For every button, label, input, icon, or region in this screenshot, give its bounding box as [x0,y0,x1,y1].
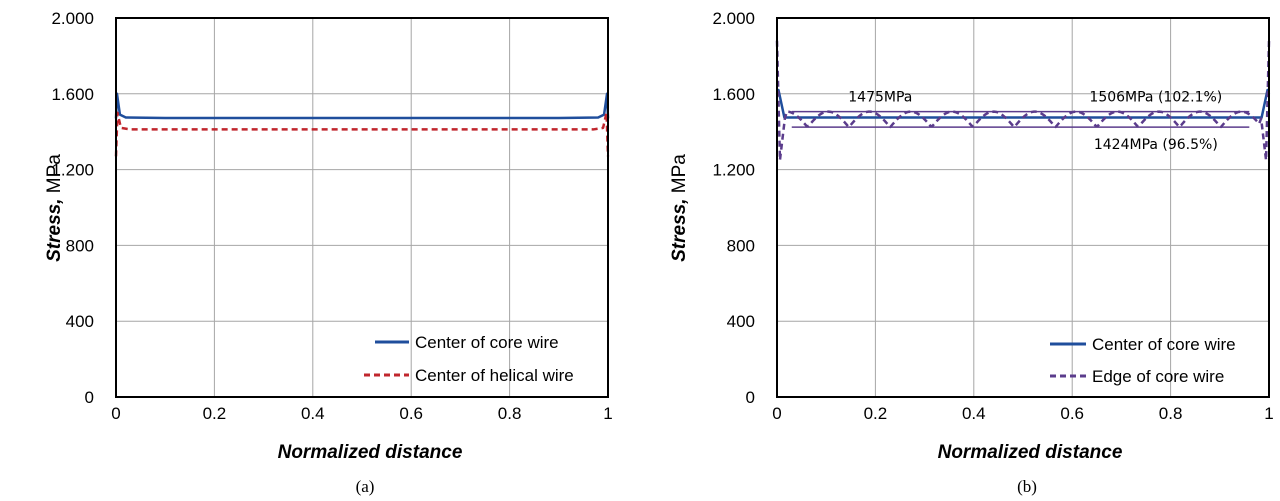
plot-frame-b [776,17,1270,398]
x-tick-label: 0 [111,404,120,423]
y-tick-label: 1.200 [712,161,755,180]
y-tick-label: 800 [66,236,94,255]
legend-label-a-0: Center of core wire [415,333,559,352]
y-tick-label: 400 [727,312,755,331]
y-tick-label: 1.200 [51,161,94,180]
caption-b: (b) [1017,477,1037,496]
y-tick-label: 2.000 [51,9,94,28]
ylabel-a: Stress, MPa [44,154,65,262]
chart-a: 0 0.2 0.4 0.6 0.8 1 0 400 800 1.200 1.600 2.000 Str… [44,9,613,496]
annotation-label: 1475MPa [848,89,912,105]
grid-b [777,18,1269,397]
y-tick-label: 0 [85,388,94,407]
legend-b: Center of core wire Edge of core wire [1050,335,1236,386]
x-tick-label: 0 [772,404,781,423]
x-tick-label: 0.4 [962,404,986,423]
x-tick-label: 0.6 [399,404,423,423]
caption-a: (a) [356,477,375,496]
chart-b: 1475MPa 1506MPa (102.1%) 1424MPa (96.5%) 0… [669,9,1274,496]
x-tick-label: 0.2 [864,404,888,423]
ylabel-b: Stress, MPa [669,154,690,262]
y-tick-label: 1.600 [51,85,94,104]
y-tick-label: 400 [66,312,94,331]
annotation-label: 1424MPa (96.5%) [1094,137,1218,153]
x-tick-label: 0.2 [203,404,227,423]
ticks-a: 0 0.2 0.4 0.6 0.8 1 0 400 800 1.200 1.600 2.000 [51,9,612,423]
legend-a: Center of core wire Center of helical wi… [364,333,574,385]
y-tick-label: 800 [727,236,755,255]
annotation-label: 1506MPa (102.1%) [1089,89,1222,105]
legend-label-b-0: Center of core wire [1092,335,1236,354]
series-line-a-0 [114,92,610,120]
y-tick-label: 0 [746,388,755,407]
x-tick-label: 1 [1264,404,1273,423]
x-tick-label: 0.8 [498,404,522,423]
x-tick-label: 0.8 [1159,404,1183,423]
x-tick-label: 0.4 [301,404,325,423]
series-line-a-1 [114,111,610,157]
series-line-b-1 [775,40,1271,162]
grid-a [116,18,608,397]
plot-b: 1475MPa 1506MPa (102.1%) 1424MPa (96.5%) [775,40,1271,162]
legend-label-a-1: Center of helical wire [415,366,574,385]
xlabel-b: Normalized distance [938,442,1123,463]
legend-label-b-1: Edge of core wire [1092,367,1224,386]
y-tick-label: 1.600 [712,85,755,104]
plot-a [114,92,610,157]
x-tick-label: 1 [603,404,612,423]
x-tick-label: 0.6 [1060,404,1084,423]
xlabel-a: Normalized distance [278,442,463,463]
ticks-b: 0 0.2 0.4 0.6 0.8 1 0 400 800 1.200 1.600 2.000 [712,9,1273,423]
y-tick-label: 2.000 [712,9,755,28]
plot-frame-a [115,17,609,398]
